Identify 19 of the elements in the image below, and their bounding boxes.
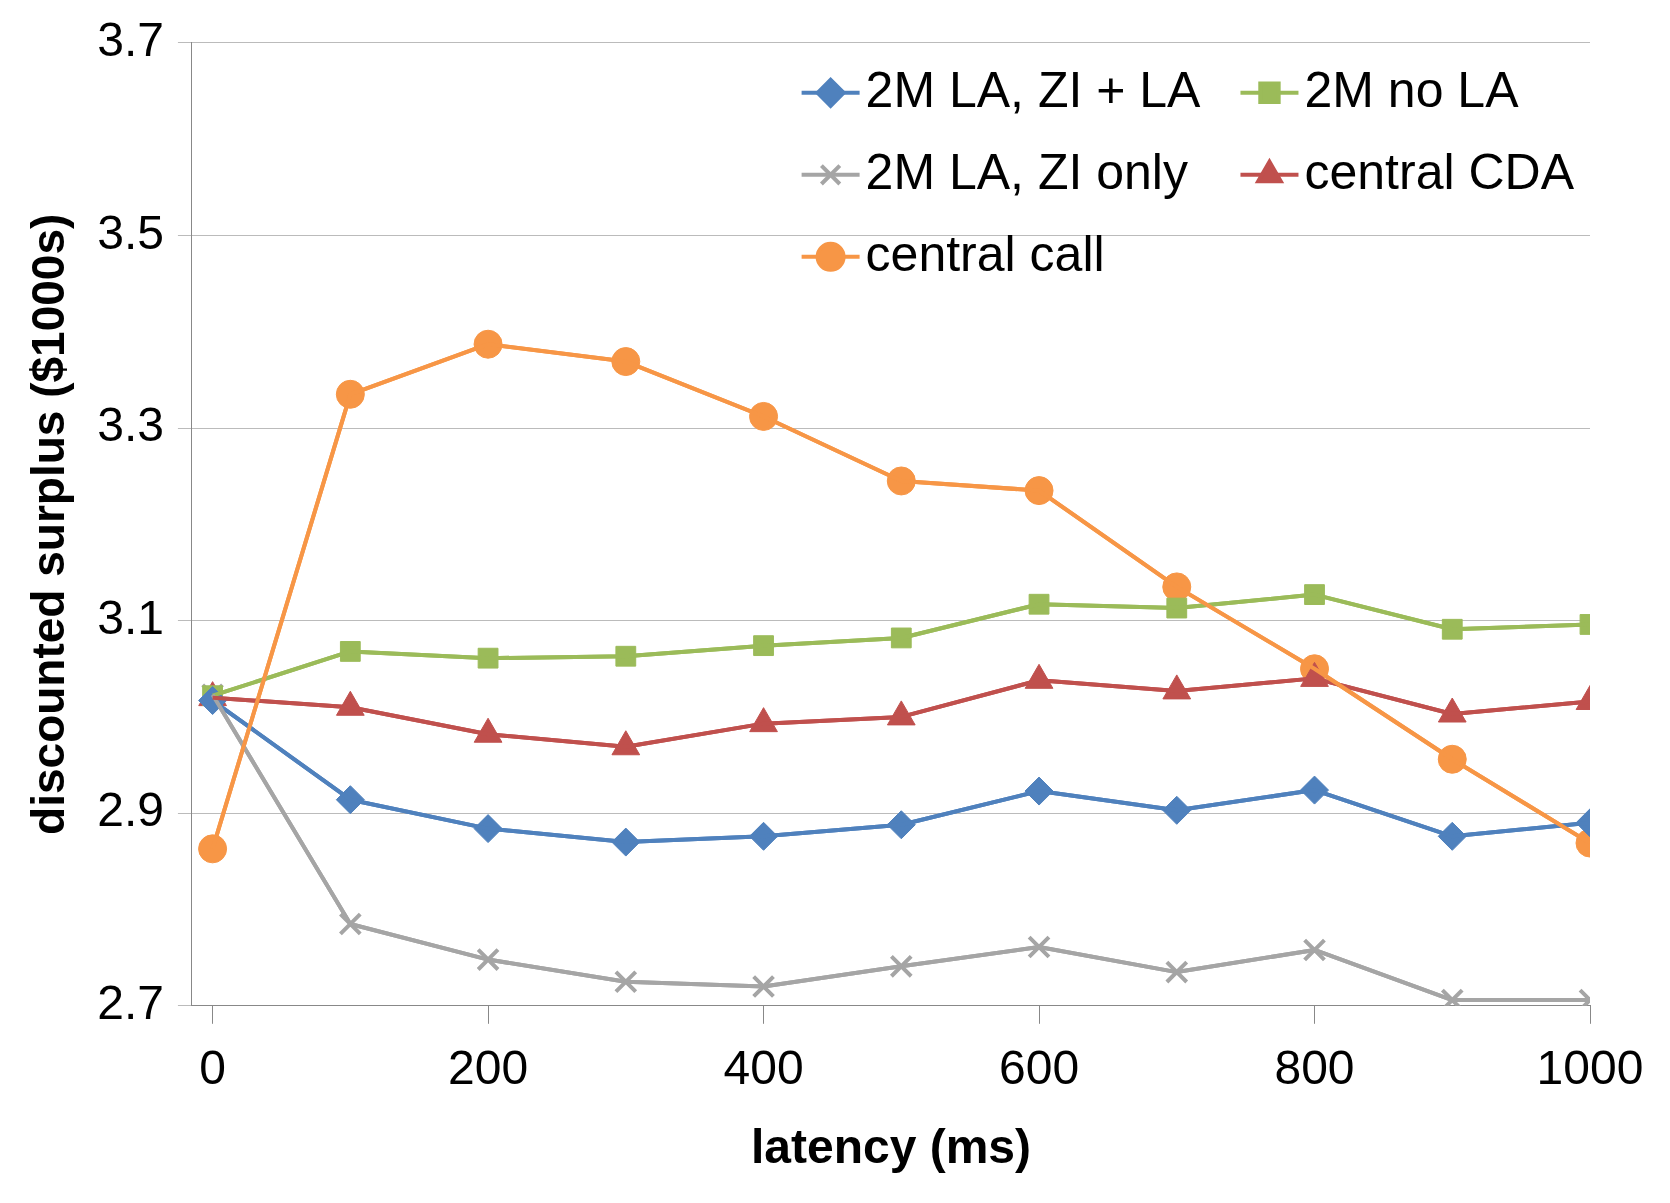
legend-label: 2M LA, ZI + LA — [865, 61, 1202, 118]
x-tick-label: 400 — [723, 1040, 804, 1094]
legend-label: 2M no LA — [1304, 61, 1520, 118]
x-tick-label: 1000 — [1536, 1040, 1644, 1094]
x-tick-label: 600 — [998, 1040, 1080, 1094]
y-tick-label: 3.7 — [97, 13, 164, 67]
y-tick-label: 2.7 — [97, 976, 164, 1030]
legend-label: central CDA — [1304, 143, 1575, 200]
y-axis-title: discounted surplus ($1000s) — [22, 213, 75, 835]
y-tick-label: 3.1 — [97, 590, 164, 644]
x-tick-label: 800 — [1274, 1040, 1355, 1094]
y-tick-label: 3.5 — [97, 205, 164, 259]
y-tick-label: 2.9 — [97, 783, 164, 837]
x-tick-label: 200 — [448, 1040, 529, 1094]
y-tick-label: 3.3 — [97, 398, 164, 452]
legend-label: 2M LA, ZI only — [865, 143, 1188, 200]
x-tick-label: 0 — [199, 1040, 226, 1094]
legend-label: central call — [865, 225, 1105, 282]
x-axis-title: latency (ms) — [750, 1120, 1032, 1174]
